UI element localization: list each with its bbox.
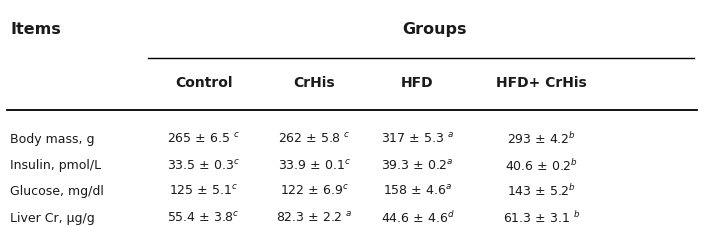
Text: 293 ± 4.2$^{b}$: 293 ± 4.2$^{b}$ <box>508 131 576 147</box>
Text: 262 ± 5.8 $^{c}$: 262 ± 5.8 $^{c}$ <box>278 132 351 146</box>
Text: Body mass, g: Body mass, g <box>11 133 95 146</box>
Text: 265 ± 6.5 $^{c}$: 265 ± 6.5 $^{c}$ <box>167 132 240 146</box>
Text: 33.9 ± 0.1$^{c}$: 33.9 ± 0.1$^{c}$ <box>277 159 351 173</box>
Text: 55.4 ± 3.8$^{c}$: 55.4 ± 3.8$^{c}$ <box>168 211 240 225</box>
Text: CrHis: CrHis <box>294 76 335 90</box>
Text: 125 ± 5.1$^{c}$: 125 ± 5.1$^{c}$ <box>169 184 238 198</box>
Text: Insulin, pmol/L: Insulin, pmol/L <box>11 159 101 172</box>
Text: 317 ± 5.3 $^{a}$: 317 ± 5.3 $^{a}$ <box>381 132 454 146</box>
Text: HFD: HFD <box>401 76 434 90</box>
Text: Control: Control <box>175 76 232 90</box>
Text: 44.6 ± 4.6$^{d}$: 44.6 ± 4.6$^{d}$ <box>381 210 455 226</box>
Text: 61.3 ± 3.1 $^{b}$: 61.3 ± 3.1 $^{b}$ <box>503 210 580 226</box>
Text: Liver Cr, μg/g: Liver Cr, μg/g <box>11 212 95 225</box>
Text: 143 ± 5.2$^{b}$: 143 ± 5.2$^{b}$ <box>508 183 576 199</box>
Text: 40.6 ± 0.2$^{b}$: 40.6 ± 0.2$^{b}$ <box>505 158 578 174</box>
Text: 158 ± 4.6$^{a}$: 158 ± 4.6$^{a}$ <box>383 184 452 198</box>
Text: 82.3 ± 2.2 $^{a}$: 82.3 ± 2.2 $^{a}$ <box>276 211 352 225</box>
Text: Items: Items <box>11 22 61 37</box>
Text: Glucose, mg/dl: Glucose, mg/dl <box>11 185 104 198</box>
Text: HFD+ CrHis: HFD+ CrHis <box>496 76 587 90</box>
Text: Groups: Groups <box>403 22 467 37</box>
Text: 39.3 ± 0.2$^{a}$: 39.3 ± 0.2$^{a}$ <box>382 159 454 173</box>
Text: 122 ± 6.9$^{c}$: 122 ± 6.9$^{c}$ <box>279 184 348 198</box>
Text: 33.5 ± 0.3$^{c}$: 33.5 ± 0.3$^{c}$ <box>167 159 240 173</box>
